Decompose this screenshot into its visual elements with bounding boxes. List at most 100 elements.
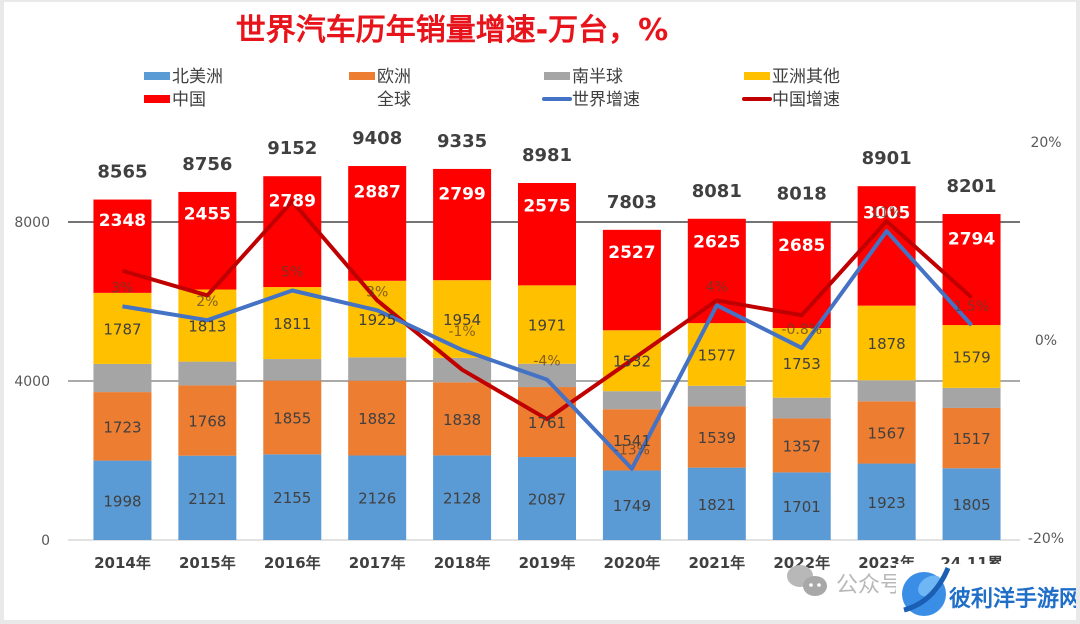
bar-segment-2 [687, 385, 746, 407]
bar-value-label: 2685 [778, 236, 825, 256]
bar-segment-0 [93, 460, 152, 540]
bar-segment-1 [857, 401, 916, 464]
y2-tick-label: 20% [1030, 135, 1061, 151]
bar-value-label: 1723 [103, 418, 141, 436]
x-tick-label: 2018年 [434, 554, 491, 572]
bar-segment-3 [178, 289, 237, 362]
bar-segment-0 [263, 454, 322, 540]
bar-segment-1 [178, 385, 237, 456]
growth-pct-label: 3% [366, 284, 388, 300]
bar-value-label: 2128 [443, 490, 481, 508]
bar-segment-2 [178, 361, 237, 386]
bar-value-label: 2789 [269, 192, 316, 212]
globe-logo-icon [902, 567, 951, 616]
bar-value-label: 1567 [868, 424, 906, 442]
axes: 0 4000 8000 -20% 0% 20% 2014年 2015年 2016年 2017年 20… [14, 135, 1064, 572]
total-label: 9335 [437, 131, 487, 152]
total-label: 7803 [607, 192, 657, 213]
y-tick-label: 4000 [14, 374, 50, 390]
bar-value-label: 1971 [528, 317, 566, 335]
bar-value-label: 1539 [698, 429, 736, 447]
bar-value-label: 1357 [783, 437, 821, 455]
growth-pct-label: 4% [706, 279, 728, 295]
bar-segment-1 [602, 409, 661, 471]
x-tick-label: 2021年 [688, 554, 745, 572]
x-tick-label: 2017年 [349, 554, 406, 572]
total-label: 8565 [97, 162, 147, 183]
x-tick-label: 2020年 [604, 554, 661, 572]
bar-segment-1 [687, 406, 746, 468]
bar-value-label: 2455 [184, 204, 231, 224]
y-tick-label: 8000 [14, 215, 50, 231]
legend-label: 全球 [377, 90, 411, 110]
bar-value-label: 1998 [103, 492, 141, 510]
bar-segment-0 [857, 463, 916, 540]
bar-segment-4 [433, 168, 492, 281]
bar-value-label: 1878 [868, 335, 906, 353]
bar-value-label: 1761 [528, 414, 566, 432]
legend-label: 中国 [172, 90, 206, 110]
bar-segment-0 [772, 472, 831, 540]
growth-pct-label: 2% [196, 294, 218, 310]
bar-value-label: 1517 [952, 430, 990, 448]
bar-value-label: 1577 [698, 346, 736, 364]
growth-pct-label: -13% [614, 443, 650, 459]
legend-label: 亚洲其他 [772, 67, 840, 87]
bar-segment-2 [348, 357, 407, 381]
legend-swatch-4 [144, 95, 170, 103]
total-label: 8901 [862, 148, 912, 169]
bar-segment-2 [942, 387, 1001, 408]
bar-segment-4 [518, 183, 576, 286]
bar-segment-2 [857, 380, 916, 402]
bar-segment-3 [433, 280, 492, 358]
growth-pct-label: 1.5% [954, 299, 990, 315]
bar-value-label: 2121 [188, 490, 226, 508]
legend-label: 北美洲 [172, 67, 223, 87]
total-label: 8018 [777, 183, 827, 204]
legend-swatch-3 [744, 72, 770, 80]
watermark: 公众号 彼利洋手游网 [787, 564, 1076, 620]
x-tick-label: 2019年 [519, 554, 576, 572]
bar-value-label: 1811 [273, 315, 311, 333]
bar-segment-1 [433, 382, 492, 456]
bar-segment-2 [518, 363, 576, 388]
bar-value-label: 2799 [438, 184, 485, 204]
bar-value-label: 1813 [188, 318, 226, 336]
bar-value-label: 1749 [613, 497, 651, 515]
growth-pct-label: 11% [871, 205, 902, 221]
bar-value-label: 3005 [863, 203, 910, 223]
bar-segment-3 [518, 285, 576, 364]
labels: 1998 1723 1787 2348 8565 2121 1768 1813 2455 8756… [97, 128, 996, 516]
bar-segment-1 [263, 380, 322, 455]
bar-value-label: 1753 [783, 355, 821, 373]
growth-pct-label: -0.8% [781, 322, 822, 338]
site-name: 彼利洋手游网 [949, 586, 1076, 612]
y-tick-label: 0 [41, 533, 50, 549]
bar-value-label: 1882 [358, 410, 396, 428]
bar-value-label: 1821 [698, 496, 736, 514]
bar-segment-0 [602, 470, 661, 540]
bar-segment-4 [602, 229, 661, 331]
x-tick-label: 2014年 [94, 554, 151, 572]
bar-value-label: 1838 [443, 411, 481, 429]
bar-value-label: 1923 [868, 494, 906, 512]
bar-segment-0 [178, 455, 237, 540]
legend-swatch-2 [544, 72, 570, 80]
bar-segment-3 [93, 292, 152, 364]
bar-segment-2 [772, 397, 831, 419]
bar-segment-0 [942, 468, 1001, 540]
bar-segment-0 [433, 455, 492, 540]
growth-pct-label: 3% [111, 280, 133, 296]
bar-value-label: 1925 [358, 311, 396, 329]
legend-swatch-0 [144, 72, 170, 80]
bar-segment-3 [687, 323, 746, 386]
total-label: 8981 [522, 145, 572, 166]
bar-value-label: 1768 [188, 413, 226, 431]
total-label: 9152 [267, 138, 317, 159]
bar-value-label: 1579 [952, 348, 990, 366]
bar-value-label: 2575 [523, 197, 570, 217]
total-label: 8756 [182, 154, 232, 175]
bar-segment-1 [772, 418, 831, 473]
